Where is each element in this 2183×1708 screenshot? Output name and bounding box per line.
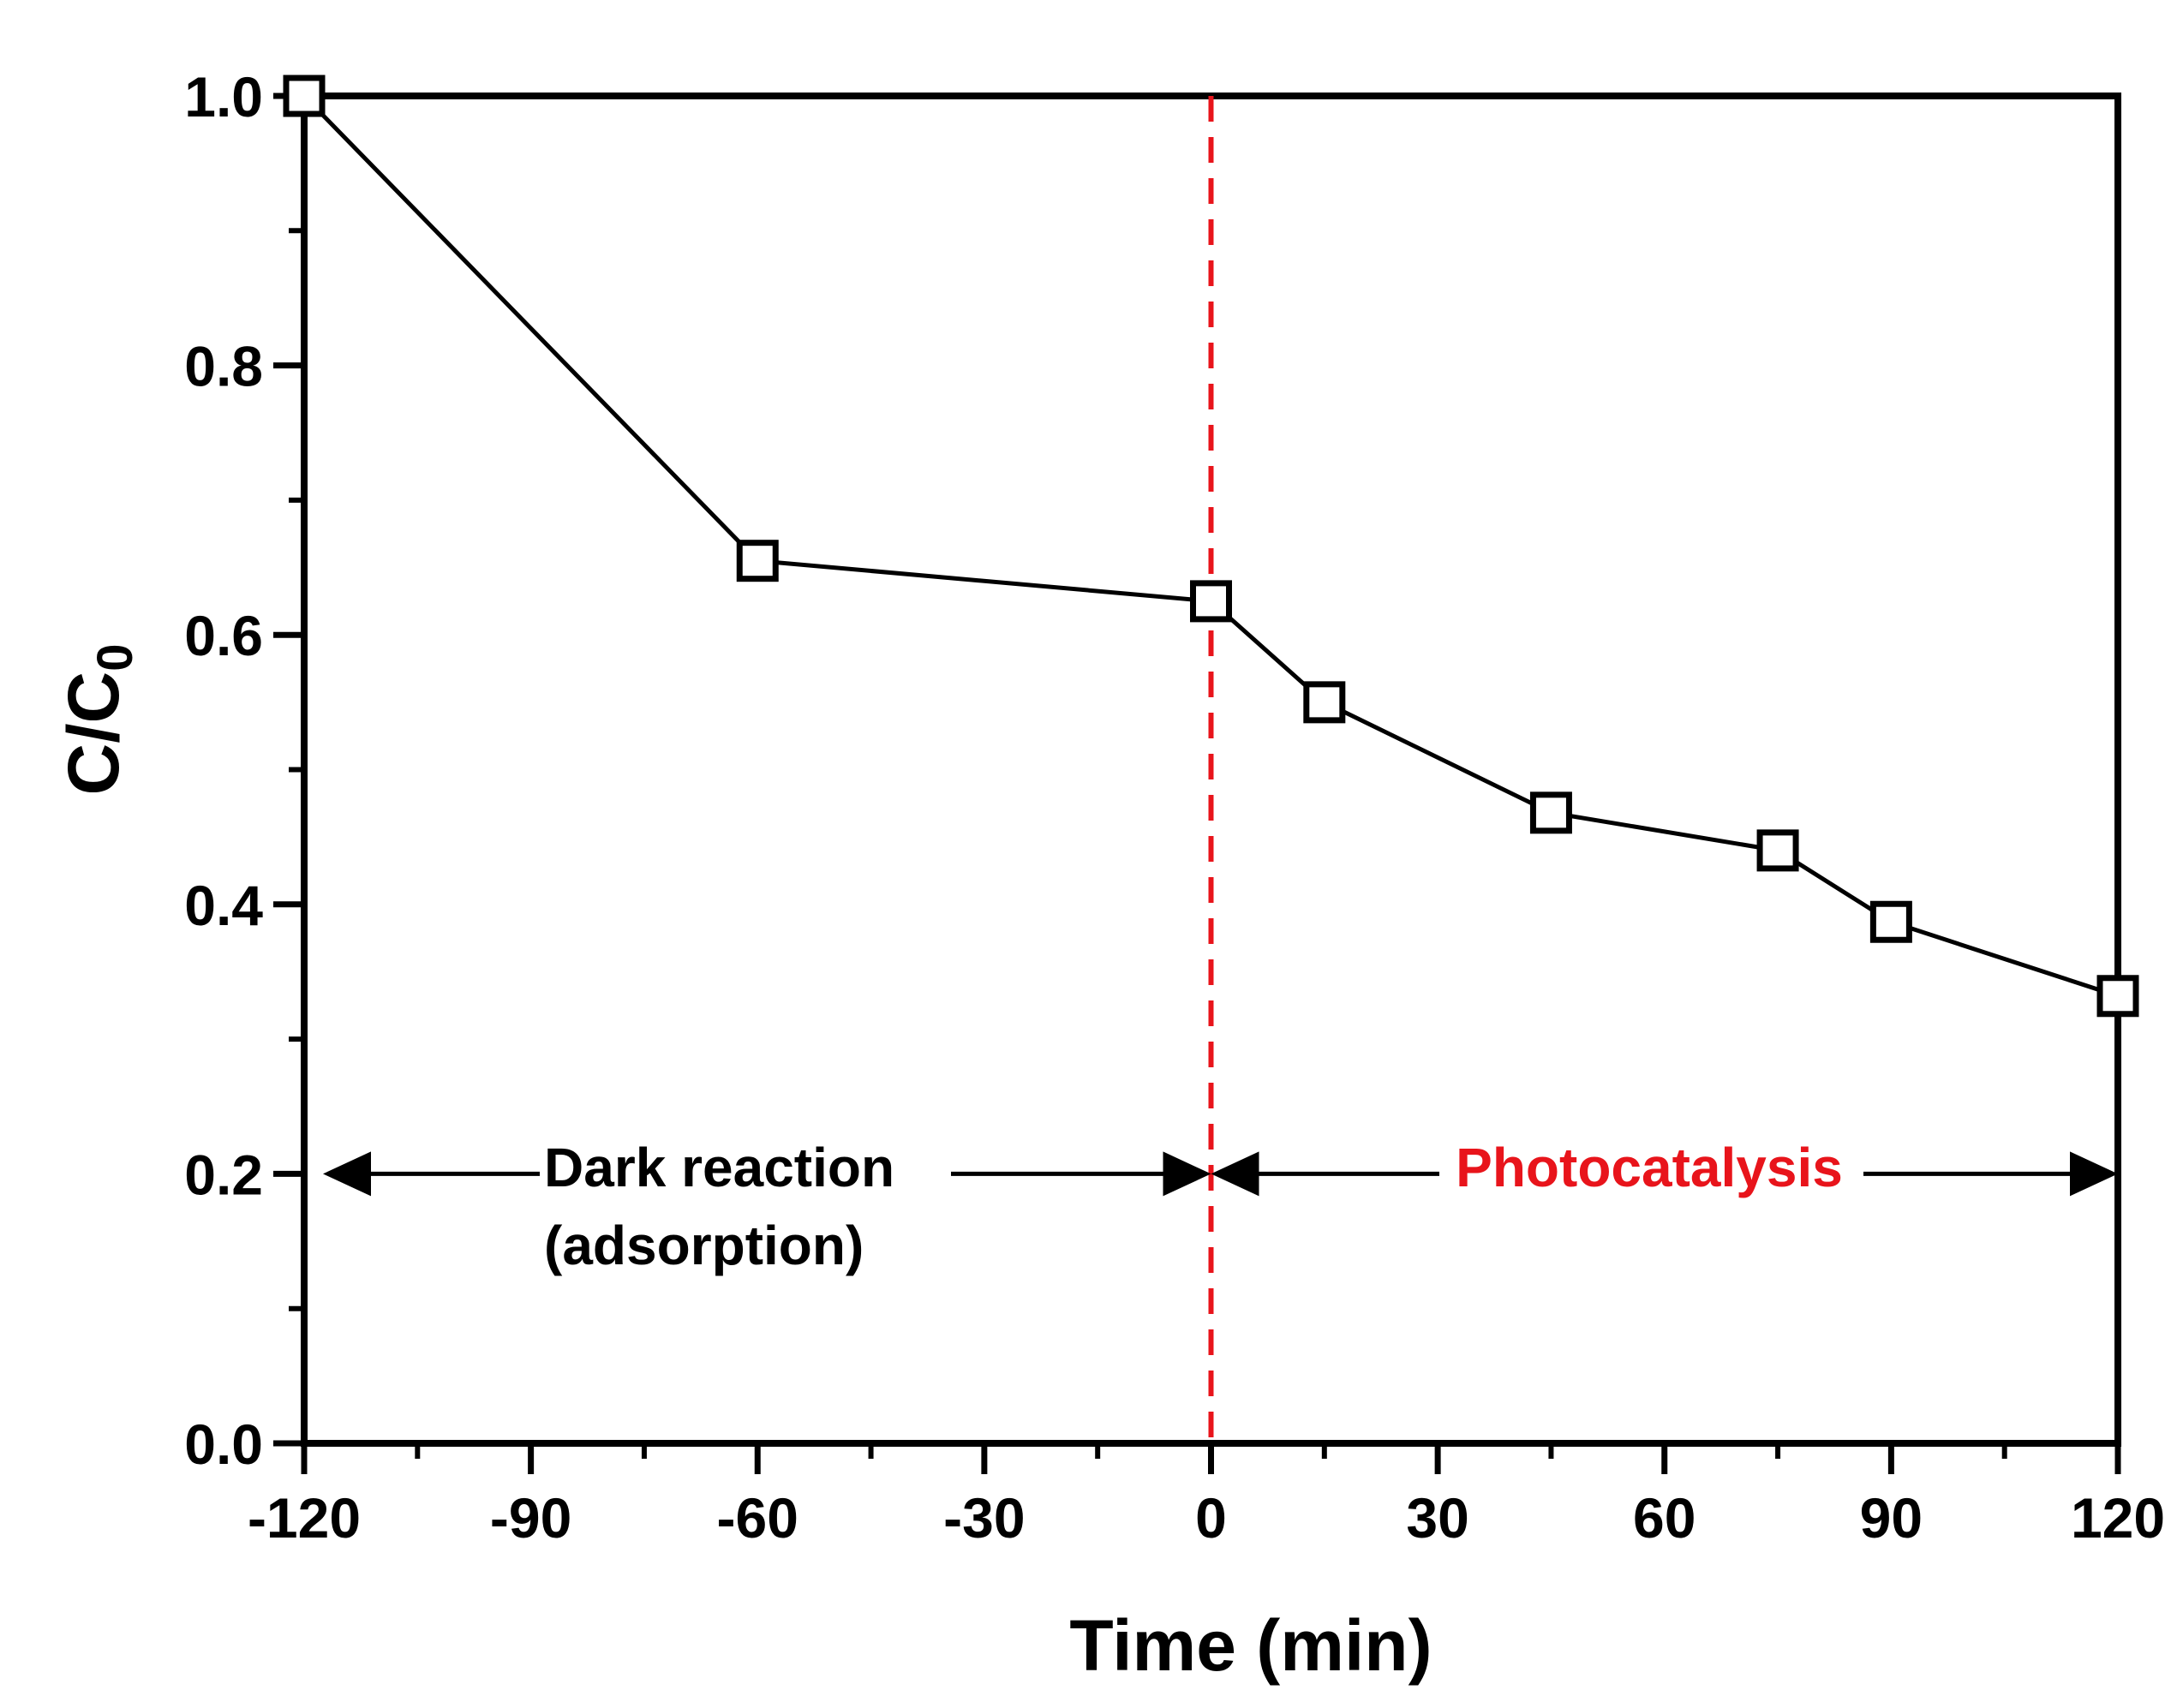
x-axis-title: Time (min) xyxy=(1069,1605,1432,1686)
data-point-marker xyxy=(2096,975,2139,1018)
photo-arrowhead-right xyxy=(2070,1151,2118,1197)
x-tick-label: 120 xyxy=(2071,1486,2165,1550)
dark-arrowhead-left xyxy=(323,1151,371,1197)
x-tick-label: 60 xyxy=(1633,1486,1696,1550)
y-tick-label: 0.6 xyxy=(184,604,263,667)
data-point-marker xyxy=(283,75,326,117)
data-point-marker xyxy=(1869,900,1912,943)
y-tick-label: 0.4 xyxy=(184,874,263,937)
data-point-marker xyxy=(1529,791,1572,834)
x-tick-label: 0 xyxy=(1195,1486,1227,1550)
y-tick-label: 1.0 xyxy=(184,65,263,128)
x-tick-label: -120 xyxy=(248,1486,361,1550)
dark-reaction-label: Dark reaction xyxy=(544,1137,894,1198)
data-point-marker xyxy=(1303,681,1346,724)
x-tick-label: -90 xyxy=(490,1486,571,1550)
x-tick-label: 90 xyxy=(1860,1486,1923,1550)
x-tick-label: 30 xyxy=(1406,1486,1468,1550)
arrows-group xyxy=(323,1151,2118,1197)
y-axis-title: C/C0 xyxy=(53,644,143,796)
x-tick-label: -60 xyxy=(717,1486,798,1550)
dark-arrowhead-right xyxy=(1163,1151,1211,1197)
data-point-marker xyxy=(736,540,779,582)
y-tick-label: 0.8 xyxy=(184,335,263,398)
y-axis-title-main: C/C xyxy=(53,672,134,796)
ticks-group: -120 -90 -60 -30 0 30 60 90 120 0.0 0.2 0.4 0.6 0.8 1.… xyxy=(184,65,2165,1550)
y-axis-title-subscript: 0 xyxy=(87,644,143,672)
y-tick-label: 0.0 xyxy=(184,1412,263,1476)
y-tick-label: 0.2 xyxy=(184,1143,263,1206)
photo-arrowhead-left xyxy=(1211,1151,1259,1197)
adsorption-label: (adsorption) xyxy=(544,1215,864,1276)
data-point-marker xyxy=(1756,829,1799,872)
photocatalysis-label: Photocatalysis xyxy=(1456,1137,1843,1198)
data-point-marker xyxy=(1190,580,1232,623)
x-tick-label: -30 xyxy=(943,1486,1025,1550)
series-group xyxy=(283,75,2139,1018)
